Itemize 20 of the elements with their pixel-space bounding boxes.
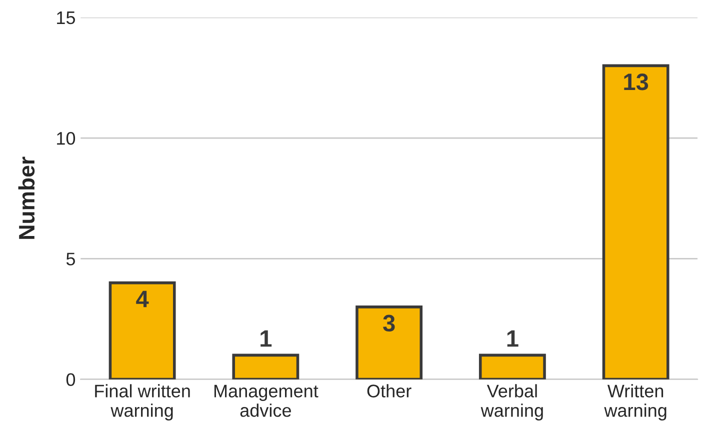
data-label: 1: [260, 330, 272, 347]
y-tick-label: 15: [57, 12, 75, 24]
bar: [602, 64, 670, 380]
bar: [478, 354, 546, 380]
x-tick-label: Verbal warning: [480, 384, 543, 420]
y-tick-label: 10: [57, 132, 76, 145]
y-tick-label: 0: [66, 373, 76, 386]
bar: [232, 354, 300, 380]
y-axis-title: Number: [18, 156, 35, 239]
data-label: 4: [136, 290, 149, 308]
x-tick-label: Final written warning: [95, 384, 190, 420]
y-tick-label: 5: [66, 252, 75, 266]
data-label: 1: [507, 330, 518, 347]
x-tick-label: Management advice: [214, 384, 318, 417]
data-label: 3: [383, 314, 395, 332]
bar: [356, 306, 423, 380]
bar: [108, 281, 176, 380]
x-tick-label: Written warning: [604, 384, 666, 420]
data-label: 13: [624, 74, 648, 90]
x-tick-label: Other: [367, 384, 412, 398]
